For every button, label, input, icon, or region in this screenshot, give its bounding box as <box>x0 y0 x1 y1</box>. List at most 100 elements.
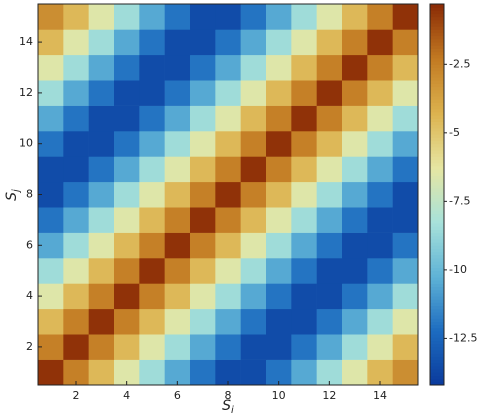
heatmap-cell <box>88 54 115 81</box>
y-tick-label: 10 <box>19 137 33 150</box>
colorbar-segment <box>430 137 444 142</box>
heatmap-cell <box>367 334 393 360</box>
colorbar-segment <box>430 99 444 103</box>
heatmap-cell <box>190 232 216 259</box>
heatmap-cell <box>215 156 241 183</box>
x-tick-label: 10 <box>272 389 286 402</box>
heatmap-cell <box>316 156 343 183</box>
y-tick-label: 14 <box>19 35 33 48</box>
heatmap-cell <box>240 334 267 360</box>
colorbar-segment <box>430 67 444 72</box>
heatmap-cell <box>342 54 368 81</box>
heatmap-cell <box>63 308 89 335</box>
heatmap-cell <box>139 80 165 106</box>
colorbar-segment <box>430 223 444 227</box>
heatmap-cell <box>88 29 115 56</box>
colorbar-segment <box>430 321 444 326</box>
heatmap-cell <box>164 105 191 132</box>
colorbar-segment <box>430 89 444 94</box>
colorbar-segment <box>430 340 444 345</box>
colorbar-segment <box>430 184 444 189</box>
heatmap-cell <box>114 29 140 56</box>
colorbar-segment <box>430 280 444 284</box>
colorbar-segment <box>430 70 444 75</box>
colorbar-segment <box>430 127 444 132</box>
heatmap-cell <box>114 181 140 208</box>
heatmap-cell <box>392 4 419 30</box>
heatmap-cell <box>63 156 89 183</box>
colorbar-segment <box>430 159 444 164</box>
heatmap-cell <box>114 283 140 310</box>
heatmap-cell <box>38 308 64 335</box>
heatmap-cell <box>114 105 140 132</box>
heatmap-cell <box>342 80 368 106</box>
heatmap-cell <box>316 105 343 132</box>
colorbar-segment <box>430 32 444 37</box>
colorbar-segment <box>430 283 444 288</box>
x-tick-label: 14 <box>373 389 387 402</box>
heatmap-cell <box>190 207 216 233</box>
colorbar-segment <box>430 305 444 310</box>
x-tick-label: 8 <box>225 389 232 402</box>
heatmap-cell <box>266 334 292 360</box>
heatmap-cell <box>88 4 115 30</box>
colorbar-segment <box>430 308 444 313</box>
colorbar-segment <box>430 248 444 253</box>
heatmap-cell <box>392 334 419 360</box>
heatmap-cell <box>63 232 89 259</box>
heatmap-cell <box>240 105 267 132</box>
colorbar-segment <box>430 51 444 56</box>
heatmap-cell <box>139 207 165 233</box>
heatmap-cell <box>342 308 368 335</box>
heatmap-cell <box>291 4 317 30</box>
heatmap-cell <box>139 283 165 310</box>
y-tick-label: 12 <box>19 86 33 99</box>
heatmap-cell <box>139 54 165 81</box>
heatmap-cell <box>367 156 393 183</box>
heatmap-cell <box>240 54 267 81</box>
colorbar-segment <box>430 286 444 291</box>
heatmap-cell <box>342 207 368 233</box>
heatmap-cell <box>342 258 368 284</box>
heatmap-cell <box>139 131 165 157</box>
heatmap-cell <box>139 232 165 259</box>
heatmap-cell <box>240 359 267 386</box>
colorbar-segment <box>430 343 444 348</box>
heatmap-cell <box>367 131 393 157</box>
heatmap-cell <box>114 54 140 81</box>
heatmap-cell <box>114 156 140 183</box>
colorbar-segment <box>430 337 444 342</box>
colorbar-segment <box>430 150 444 154</box>
heatmap-cell <box>266 4 292 30</box>
colorbar-segment <box>430 315 444 319</box>
colorbar-segment <box>430 143 444 148</box>
colorbar-segment <box>430 48 444 53</box>
heatmap-cell <box>139 359 165 386</box>
y-tick-label: 4 <box>26 289 33 302</box>
heatmap-cell <box>38 258 64 284</box>
heatmap-cell <box>291 54 317 81</box>
colorbar-frame <box>429 3 445 386</box>
heatmap-cell <box>190 156 216 183</box>
colorbar-segment <box>430 77 444 81</box>
heatmap-cell <box>63 29 89 56</box>
colorbar-segment <box>430 372 444 376</box>
colorbar-segment <box>430 289 444 294</box>
heatmap-cell <box>240 232 267 259</box>
heatmap-cell <box>316 334 343 360</box>
heatmap-cell <box>392 29 419 56</box>
x-tick-label: 12 <box>322 389 336 402</box>
heatmap-cell <box>367 232 393 259</box>
colorbar-tick-label: -7.5 <box>449 194 470 207</box>
heatmap-cell <box>392 359 419 386</box>
heatmap-cell <box>342 334 368 360</box>
colorbar-segment <box>430 242 444 246</box>
heatmap-cell <box>114 232 140 259</box>
colorbar-segment <box>430 61 444 65</box>
x-tick-label: 2 <box>73 389 80 402</box>
colorbar-segment <box>430 7 444 11</box>
heatmap-cell <box>367 80 393 106</box>
colorbar-segment <box>430 200 444 205</box>
colorbar-segment <box>430 365 444 370</box>
heatmap-cell <box>38 4 64 30</box>
